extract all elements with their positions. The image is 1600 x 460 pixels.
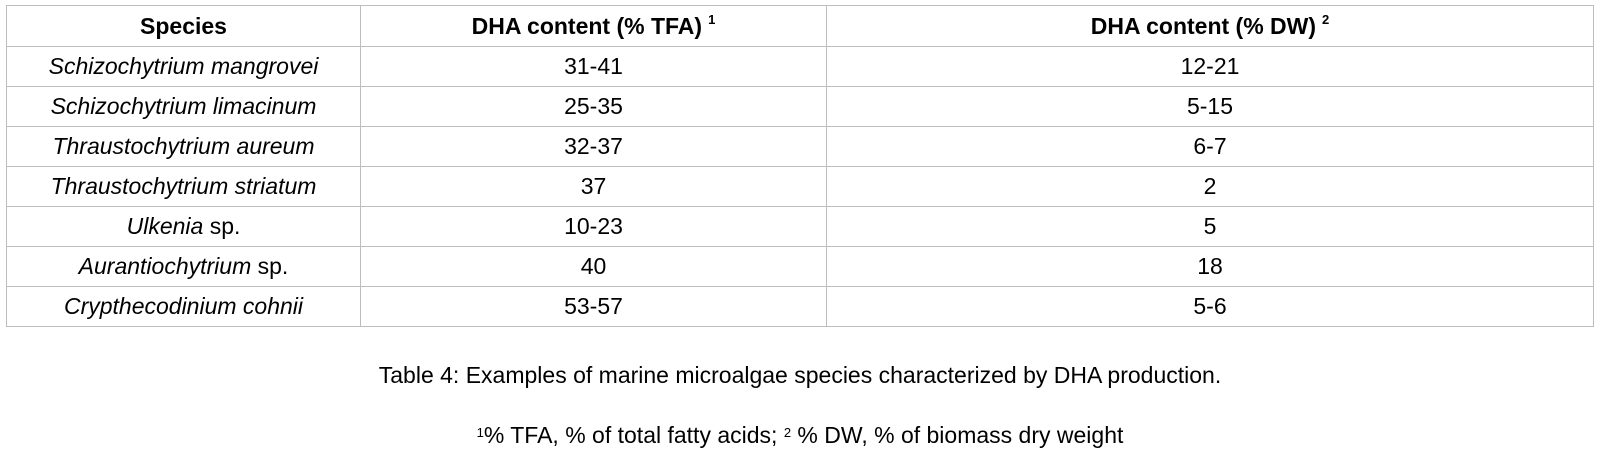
dha-tfa-cell: 32-37 [360, 126, 827, 167]
species-cell: Thraustochytrium striatum [6, 166, 361, 207]
species-cell: Schizochytrium limacinum [6, 86, 361, 127]
species-cell: Ulkenia sp. [6, 206, 361, 247]
table-caption: Table 4: Examples of marine microalgae s… [378, 362, 1222, 388]
column-header-dha-dw: DHA content (% DW) 2 [826, 5, 1594, 47]
dha-dw-cell: 12-21 [826, 46, 1594, 87]
dha-content-table: Species DHA content (% TFA) 1 DHA content… [6, 5, 1594, 327]
dha-dw-cell: 2 [826, 166, 1594, 207]
dha-dw-cell: 5 [826, 206, 1594, 247]
dha-tfa-cell: 10-23 [360, 206, 827, 247]
table-footnote: 1% TFA, % of total fatty acids; 2 % DW, … [476, 422, 1124, 448]
table-row: Thraustochytrium aureum 32-37 6-7 [6, 126, 1594, 167]
dha-tfa-cell: 31-41 [360, 46, 827, 87]
column-header-dha-tfa: DHA content (% TFA) 1 [360, 5, 827, 47]
dha-tfa-cell: 53-57 [360, 286, 827, 327]
species-cell: Thraustochytrium aureum [6, 126, 361, 167]
dha-tfa-cell: 37 [360, 166, 827, 207]
table-row: Aurantiochytrium sp. 40 18 [6, 246, 1594, 287]
dha-dw-cell: 6-7 [826, 126, 1594, 167]
table-row: Crypthecodinium cohnii 53-57 5-6 [6, 286, 1594, 327]
dha-dw-cell: 5-6 [826, 286, 1594, 327]
dha-dw-cell: 18 [826, 246, 1594, 287]
species-cell: Schizochytrium mangrovei [6, 46, 361, 87]
table-row: Schizochytrium mangrovei 31-41 12-21 [6, 46, 1594, 87]
species-cell: Crypthecodinium cohnii [6, 286, 361, 327]
table-row: Thraustochytrium striatum 37 2 [6, 166, 1594, 207]
species-cell: Aurantiochytrium sp. [6, 246, 361, 287]
table-row: Ulkenia sp. 10-23 5 [6, 206, 1594, 247]
dha-tfa-cell: 25-35 [360, 86, 827, 127]
table-row: Schizochytrium limacinum 25-35 5-15 [6, 86, 1594, 127]
data-table-container: Species DHA content (% TFA) 1 DHA content… [6, 5, 1594, 327]
footnote-marker-1: 1 [708, 11, 716, 27]
dha-dw-cell: 5-15 [826, 86, 1594, 127]
footnote-marker-2: 2 [1322, 11, 1330, 27]
table-header-row: Species DHA content (% TFA) 1 DHA content… [6, 5, 1594, 47]
dha-tfa-cell: 40 [360, 246, 827, 287]
footnote-marker-2: 2 [783, 425, 792, 440]
footnote-marker-1: 1 [476, 425, 484, 440]
column-header-species: Species [6, 5, 361, 47]
